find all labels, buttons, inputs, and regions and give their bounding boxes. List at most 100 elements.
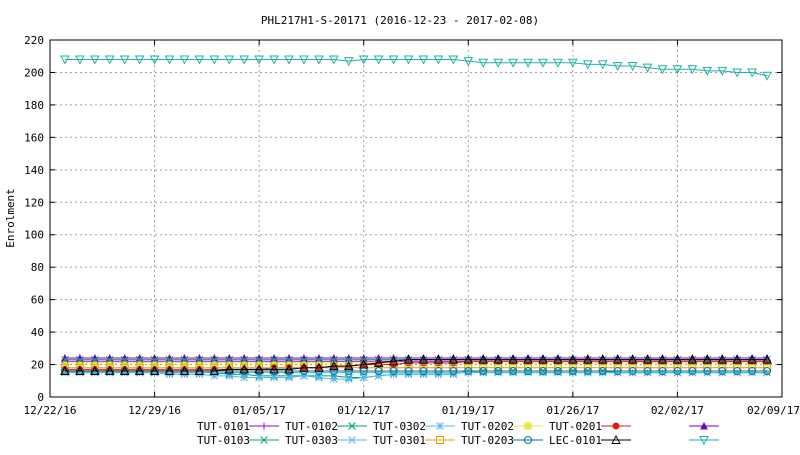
data-point: [582, 60, 593, 70]
axes: 0 20 40 60 80 100 120 140 160 180 200 220 12/22/16 12…: [24, 34, 800, 417]
data-point: [210, 359, 218, 367]
data-point: [434, 367, 443, 376]
data-point: [315, 373, 323, 382]
data-point: [598, 368, 607, 377]
data-point: [151, 359, 159, 367]
legend-entry: TUT-0201: [549, 420, 631, 433]
data-point: [195, 355, 204, 364]
data-point: [134, 55, 145, 65]
data-point: [673, 368, 682, 377]
legend-entry: TUT-0303: [285, 434, 367, 447]
data-point: [315, 355, 323, 364]
legend-entry: TUT-0102: [285, 420, 367, 433]
data-point: [329, 368, 338, 377]
data-point: [60, 363, 69, 372]
data-point: [344, 375, 353, 384]
data-point: [224, 364, 235, 374]
data-point: [418, 354, 429, 364]
data-point: [523, 58, 533, 68]
data-point: [508, 58, 518, 68]
data-point: [210, 355, 219, 364]
x-tick-label: 01/12/17: [337, 404, 390, 417]
y-tick-label: 20: [31, 359, 44, 372]
data-point: [763, 363, 772, 372]
data-point: [463, 354, 474, 364]
data-point: [597, 60, 608, 70]
y-tick-label: 180: [24, 99, 44, 112]
legend-label: TUT-0303: [285, 434, 338, 447]
y-tick-label: 40: [31, 326, 44, 339]
data-point: [179, 365, 190, 376]
data-point: [239, 55, 250, 65]
data-point: [329, 367, 338, 376]
data-point: [344, 368, 353, 377]
data-point: [642, 354, 653, 364]
data-point: [270, 373, 278, 382]
data-point: [149, 55, 160, 65]
y-tick-label: 100: [24, 229, 44, 242]
data-point: [373, 357, 384, 367]
data-point: [449, 368, 458, 377]
data-point: [106, 359, 114, 367]
data-point: [344, 355, 353, 364]
data-point: [688, 368, 697, 377]
data-point: [747, 68, 757, 78]
data-point: [733, 367, 742, 376]
y-tick-label: 120: [24, 196, 44, 209]
data-point: [254, 55, 264, 65]
data-point: [374, 368, 383, 377]
data-point: [120, 355, 129, 364]
legend-label: TUT-0301: [373, 434, 426, 447]
data-point: [61, 355, 69, 364]
data-point: [658, 367, 667, 376]
legend-swatch-marker: [524, 422, 532, 430]
data-point: [598, 367, 607, 376]
x-tick-label: 01/19/17: [442, 404, 495, 417]
data-point: [60, 55, 70, 65]
legend-label: TUT-0203: [461, 434, 514, 447]
data-point: [464, 367, 473, 376]
data-point: [224, 55, 235, 65]
data-point: [687, 354, 698, 364]
data-point: [358, 55, 369, 65]
x-tick-label: 01/05/17: [233, 404, 286, 417]
data-point: [240, 355, 249, 364]
data-point: [329, 361, 339, 371]
x-tick-label: 02/02/17: [651, 404, 704, 417]
x-tick-label: 01/26/17: [546, 404, 599, 417]
data-point: [300, 355, 308, 364]
data-point: [464, 368, 473, 377]
data-point: [75, 55, 85, 65]
data-point: [388, 55, 399, 65]
y-axis-label: Enrolment: [4, 188, 17, 248]
data-point: [389, 367, 398, 376]
data-point: [538, 58, 548, 68]
data-point: [747, 354, 757, 364]
legend-swatch-marker: [611, 434, 621, 444]
data-point: [225, 372, 234, 380]
data-point: [389, 368, 398, 377]
data-point: [612, 354, 623, 364]
legend-swatch-marker: [612, 422, 620, 430]
data-point: [359, 368, 368, 377]
x-tick-label: 12/29/16: [128, 404, 181, 417]
data-point: [493, 354, 503, 364]
data-point: [105, 355, 114, 364]
data-point: [404, 368, 413, 377]
data-point: [493, 58, 503, 68]
data-point: [315, 368, 323, 377]
legend-swatch-marker: [699, 436, 709, 446]
data-point: [343, 57, 354, 67]
legend-entry: TUT-0301: [373, 434, 455, 447]
data-point: [374, 367, 383, 376]
chart-title: PHL217H1-S-20171 (2016-12-23 - 2017-02-0…: [261, 14, 539, 27]
data-point: [254, 364, 264, 374]
data-point: [419, 367, 428, 376]
series-lec-0101: [60, 354, 772, 376]
legend-swatch-marker: [348, 436, 356, 444]
x-tick-label: 02/09/17: [747, 404, 800, 417]
data-point: [194, 365, 205, 376]
data-point: [314, 362, 324, 372]
